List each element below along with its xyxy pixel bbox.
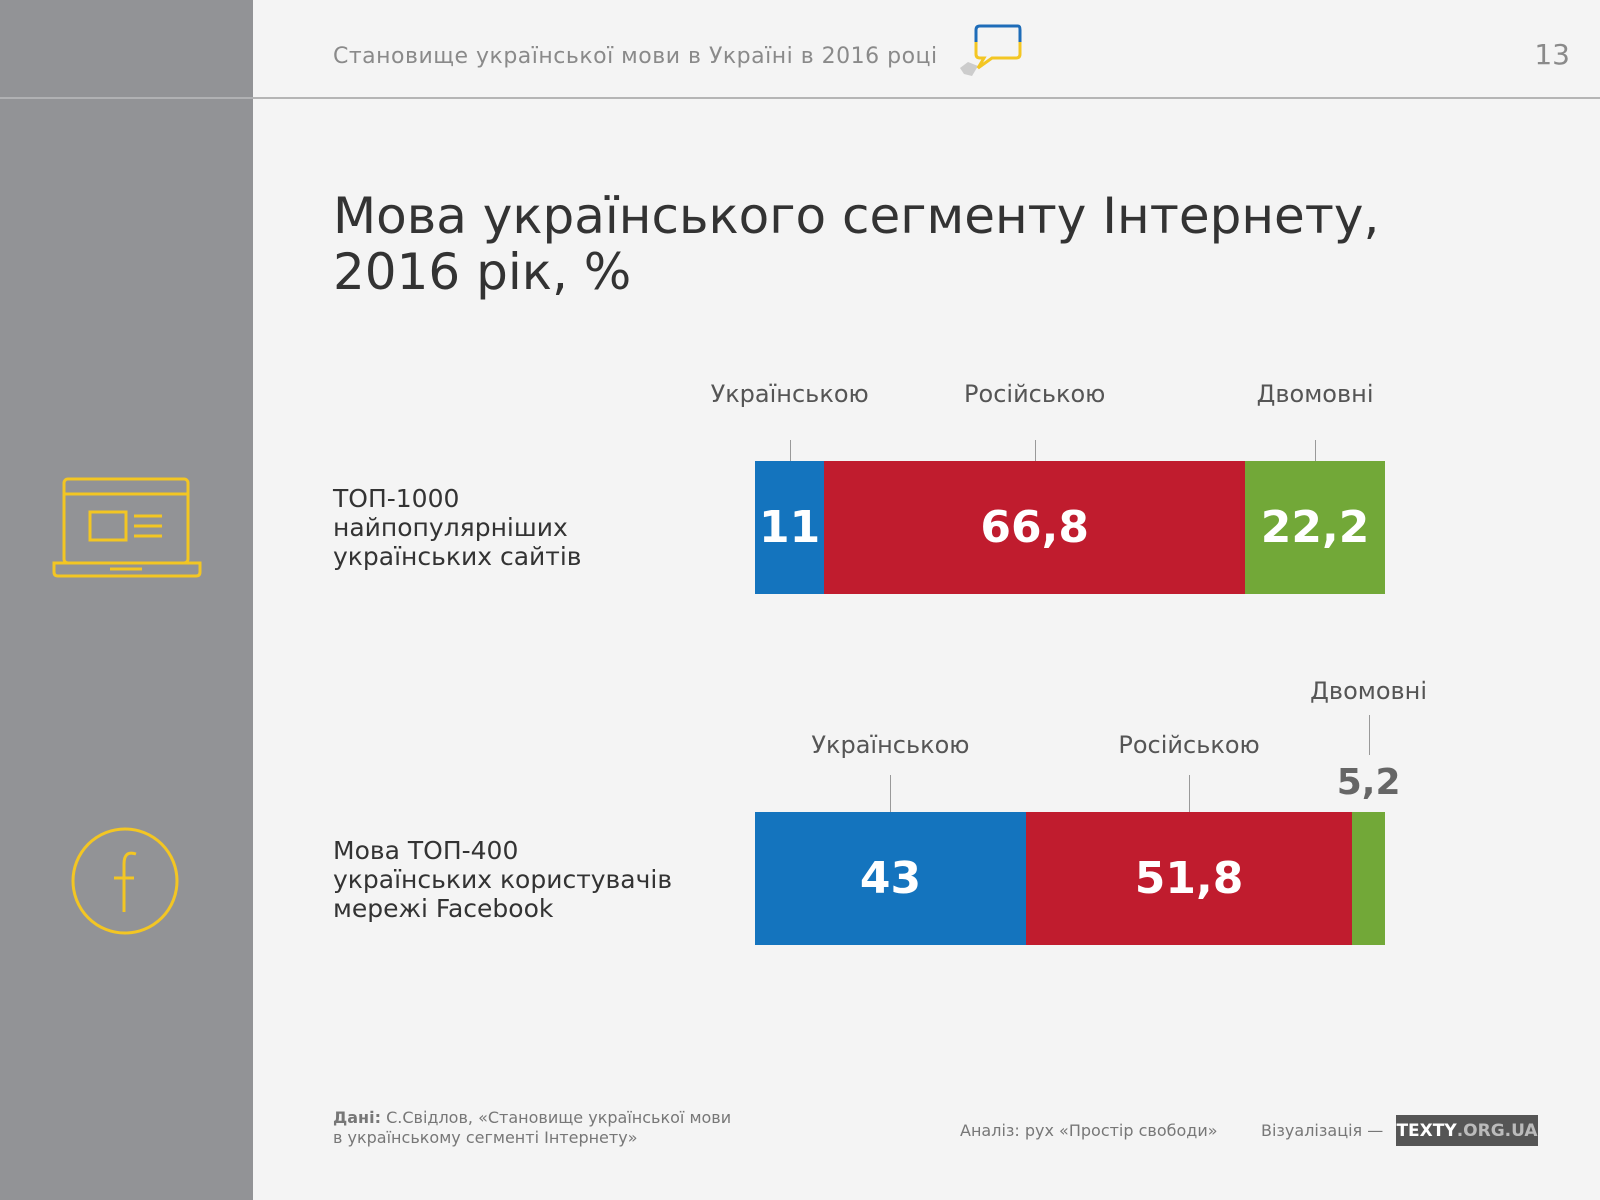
category-label: Російською xyxy=(964,380,1106,408)
facebook-icon xyxy=(71,827,179,935)
row-label-line: мережі Facebook xyxy=(333,894,554,923)
bar-row-0: 11 66,8 22,2 xyxy=(755,461,1385,594)
row-label-line: найпопулярніших xyxy=(333,513,568,542)
source-text-2: в українському сегменті Інтернету» xyxy=(333,1128,638,1147)
bar-segment: 11 xyxy=(755,461,825,594)
value-label-outside: 5,2 xyxy=(1336,762,1401,803)
brand-rest: .ORG.UA xyxy=(1456,1120,1538,1141)
leader-line xyxy=(1189,775,1191,812)
row-label-line: українських сайтів xyxy=(333,542,582,571)
leader-line xyxy=(1368,715,1370,755)
source-text: С.Свідлов, «Становище української мови xyxy=(386,1108,732,1127)
category-label: Українською xyxy=(811,731,970,759)
bar-row-1: 43 51,8 xyxy=(755,812,1385,945)
category-label: Українською xyxy=(710,380,869,408)
source-note: Дані: С.Свідлов, «Становище української … xyxy=(333,1108,731,1148)
source-label: Дані: xyxy=(333,1108,381,1127)
category-label: Двомовні xyxy=(1310,677,1428,705)
sidebar xyxy=(0,0,253,1200)
header-title: Становище української мови в Україні в 2… xyxy=(333,44,938,69)
speech-bubble-logo-icon xyxy=(960,24,1022,76)
bar-segment: 66,8 xyxy=(824,461,1246,594)
header-divider xyxy=(253,97,1600,99)
leader-line xyxy=(1034,440,1036,461)
bar-segment xyxy=(1352,812,1385,945)
chart-title: Мова українського сегменту Інтернету, 20… xyxy=(333,187,1380,301)
row-label-facebook: Мова ТОП-400 українських користувачів ме… xyxy=(333,836,672,923)
row-label-top1000: ТОП-1000 найпопулярніших українських сай… xyxy=(333,484,582,571)
visualization-credit: Візуалізація — xyxy=(1261,1121,1384,1140)
texty-brand-badge[interactable]: TEXTY .ORG.UA xyxy=(1396,1115,1538,1146)
laptop-icon xyxy=(52,477,202,578)
sidebar-divider xyxy=(0,97,253,99)
bar-segment: 22,2 xyxy=(1245,461,1385,594)
page-number: 13 xyxy=(1534,38,1570,71)
bar-segment: 51,8 xyxy=(1025,812,1353,945)
brand-main: TEXTY xyxy=(1396,1120,1457,1141)
row-label-line: ТОП-1000 xyxy=(333,484,460,513)
row-label-line: українських користувачів xyxy=(333,865,673,894)
bar-segment: 43 xyxy=(755,812,1026,945)
category-label: Російською xyxy=(1118,731,1260,759)
analysis-credit: Аналіз: рух «Простір свободи» xyxy=(960,1121,1218,1140)
leader-line xyxy=(789,440,791,461)
category-label: Двомовні xyxy=(1256,380,1374,408)
leader-line xyxy=(890,775,892,812)
row-label-line: Мова ТОП-400 xyxy=(333,836,519,865)
leader-line xyxy=(1315,440,1317,461)
